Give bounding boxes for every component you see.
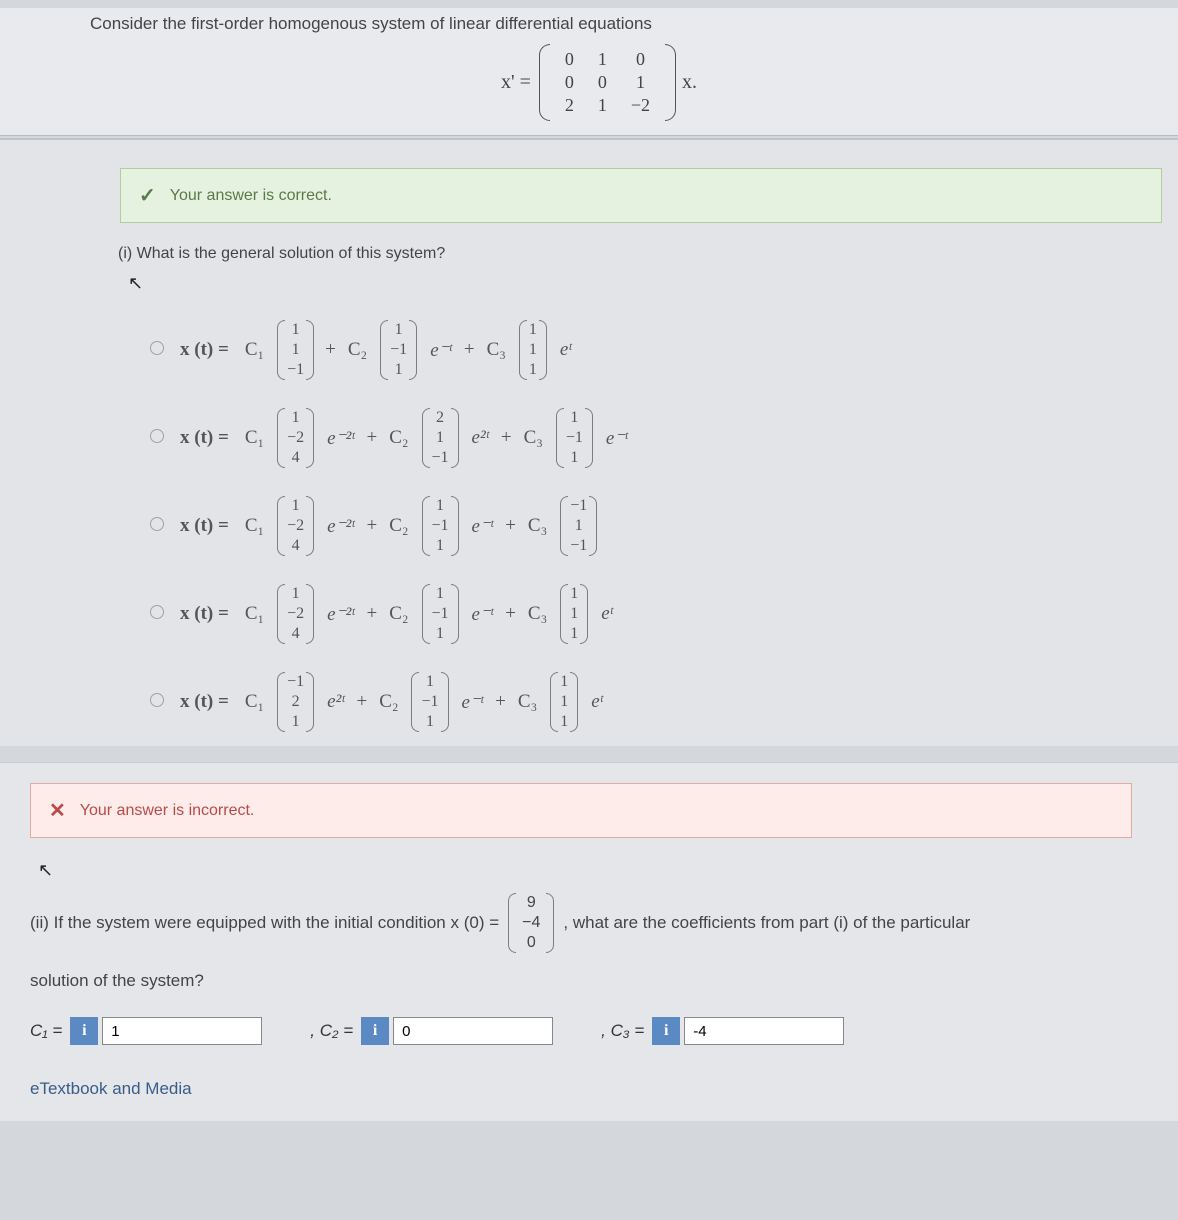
prompt-text: Consider the first-order homogenous syst… [90,14,1108,34]
term-coef: C₁ [245,427,264,449]
coef-input[interactable] [102,1017,262,1045]
coeff-matrix: 010 001 21−2 [539,44,676,121]
part-ii-region: ✕ Your answer is incorrect. ↖ (ii) If th… [0,762,1178,1121]
coef-label: , C₂ = [310,1021,353,1041]
term-vector: −11−1 [560,496,597,556]
term-coef: C₃ [518,691,537,713]
system-equation: x' = 010 001 21−2 x. [90,44,1108,121]
term-exponent: e⁻²ᵗ [327,603,354,626]
term-vector: 1−24 [277,584,314,644]
radio-icon[interactable] [150,693,164,707]
option-lead: x (t) = [180,339,229,361]
info-icon[interactable]: i [361,1017,389,1045]
option-list: x (t) = C₁11−1 + C₂1−11e⁻ᵗ + C₃111eᵗx (t… [150,306,1158,746]
coef-label: C₁ = [30,1021,62,1041]
term-vector: −121 [277,672,314,732]
radio-icon[interactable] [150,429,164,443]
term-exponent: eᵗ [601,603,613,625]
option-lead: x (t) = [180,603,229,625]
term-coef: C₃ [524,427,543,449]
part-ii-text-after: , what are the coefficients from part (i… [563,913,970,933]
feedback-correct-text: Your answer is correct. [170,187,332,205]
term-coef: C₂ [389,515,408,537]
coef-label: , C₃ = [601,1021,644,1041]
term-coef: C₂ [348,339,367,361]
option-row[interactable]: x (t) = C₁1−24e⁻²ᵗ + C₂1−11e⁻ᵗ + C₃111eᵗ [150,570,1158,658]
option-row[interactable]: x (t) = C₁1−24e⁻²ᵗ + C₂21−1e²ᵗ + C₃1−11e… [150,394,1158,482]
term-exponent: e²ᵗ [327,691,344,713]
term-vector: 11−1 [277,320,314,380]
option-row[interactable]: x (t) = C₁1−24e⁻²ᵗ + C₂1−11e⁻ᵗ + C₃−11−1 [150,482,1158,570]
coefficient-inputs: C₁ = i , C₂ = i , C₃ = i [30,1017,1148,1045]
term-exponent: e²ᵗ [472,427,489,449]
initial-condition-vector: 9 −4 0 [508,893,554,953]
term-coef: C₂ [389,427,408,449]
radio-icon[interactable] [150,517,164,531]
feedback-incorrect: ✕ Your answer is incorrect. [30,783,1132,838]
part-ii-text-line2: solution of the system? [30,971,1148,991]
term-exponent: e⁻ᵗ [430,339,452,362]
term-vector: 111 [550,672,578,732]
part-i-region: ✓ Your answer is correct. (i) What is th… [0,138,1178,746]
feedback-incorrect-text: Your answer is incorrect. [80,802,255,820]
term-coef: C₃ [528,515,547,537]
radio-icon[interactable] [150,341,164,355]
option-lead: x (t) = [180,427,229,449]
etextbook-link[interactable]: eTextbook and Media [30,1079,1148,1099]
option-row[interactable]: x (t) = C₁11−1 + C₂1−11e⁻ᵗ + C₃111eᵗ [150,306,1158,394]
eq-rhs: x. [682,71,697,94]
term-coef: C₁ [245,691,264,713]
x-icon: ✕ [49,798,66,823]
term-vector: 1−24 [277,408,314,468]
check-icon: ✓ [139,183,156,208]
term-exponent: e⁻²ᵗ [327,515,354,538]
eq-lhs: x' = [501,71,531,94]
term-vector: 1−11 [422,496,459,556]
term-vector: 1−11 [380,320,417,380]
option-row[interactable]: x (t) = C₁−121e²ᵗ + C₂1−11e⁻ᵗ + C₃111eᵗ [150,658,1158,746]
term-exponent: eᵗ [591,691,603,713]
option-lead: x (t) = [180,515,229,537]
term-coef: C₃ [528,603,547,625]
term-exponent: e⁻²ᵗ [327,427,354,450]
term-coef: C₂ [379,691,398,713]
term-vector: 111 [519,320,547,380]
term-exponent: e⁻ᵗ [462,691,484,714]
term-coef: C₁ [245,603,264,625]
term-exponent: e⁻ᵗ [472,515,494,538]
term-coef: C₁ [245,515,264,537]
coef-input[interactable] [684,1017,844,1045]
cursor-icon-2: ↖ [38,860,1148,881]
term-vector: 1−11 [422,584,459,644]
term-vector: 111 [560,584,588,644]
info-icon[interactable]: i [652,1017,680,1045]
option-lead: x (t) = [180,691,229,713]
term-vector: 1−11 [556,408,593,468]
part-ii-question: (ii) If the system were equipped with th… [30,893,1148,953]
term-coef: C₃ [487,339,506,361]
term-exponent: e⁻ᵗ [472,603,494,626]
radio-icon[interactable] [150,605,164,619]
term-vector: 1−24 [277,496,314,556]
term-coef: C₂ [389,603,408,625]
term-coef: C₁ [245,339,264,361]
part-ii-text-before: (ii) If the system were equipped with th… [30,913,499,933]
term-exponent: e⁻ᵗ [606,427,628,450]
term-exponent: eᵗ [560,339,572,361]
info-icon[interactable]: i [70,1017,98,1045]
coef-input[interactable] [393,1017,553,1045]
part-i-label: (i) What is the general solution of this… [118,245,1178,263]
term-vector: 1−11 [411,672,448,732]
term-vector: 21−1 [422,408,459,468]
cursor-icon: ↖ [128,273,1178,294]
problem-header: Consider the first-order homogenous syst… [0,8,1178,136]
feedback-correct: ✓ Your answer is correct. [120,168,1162,223]
